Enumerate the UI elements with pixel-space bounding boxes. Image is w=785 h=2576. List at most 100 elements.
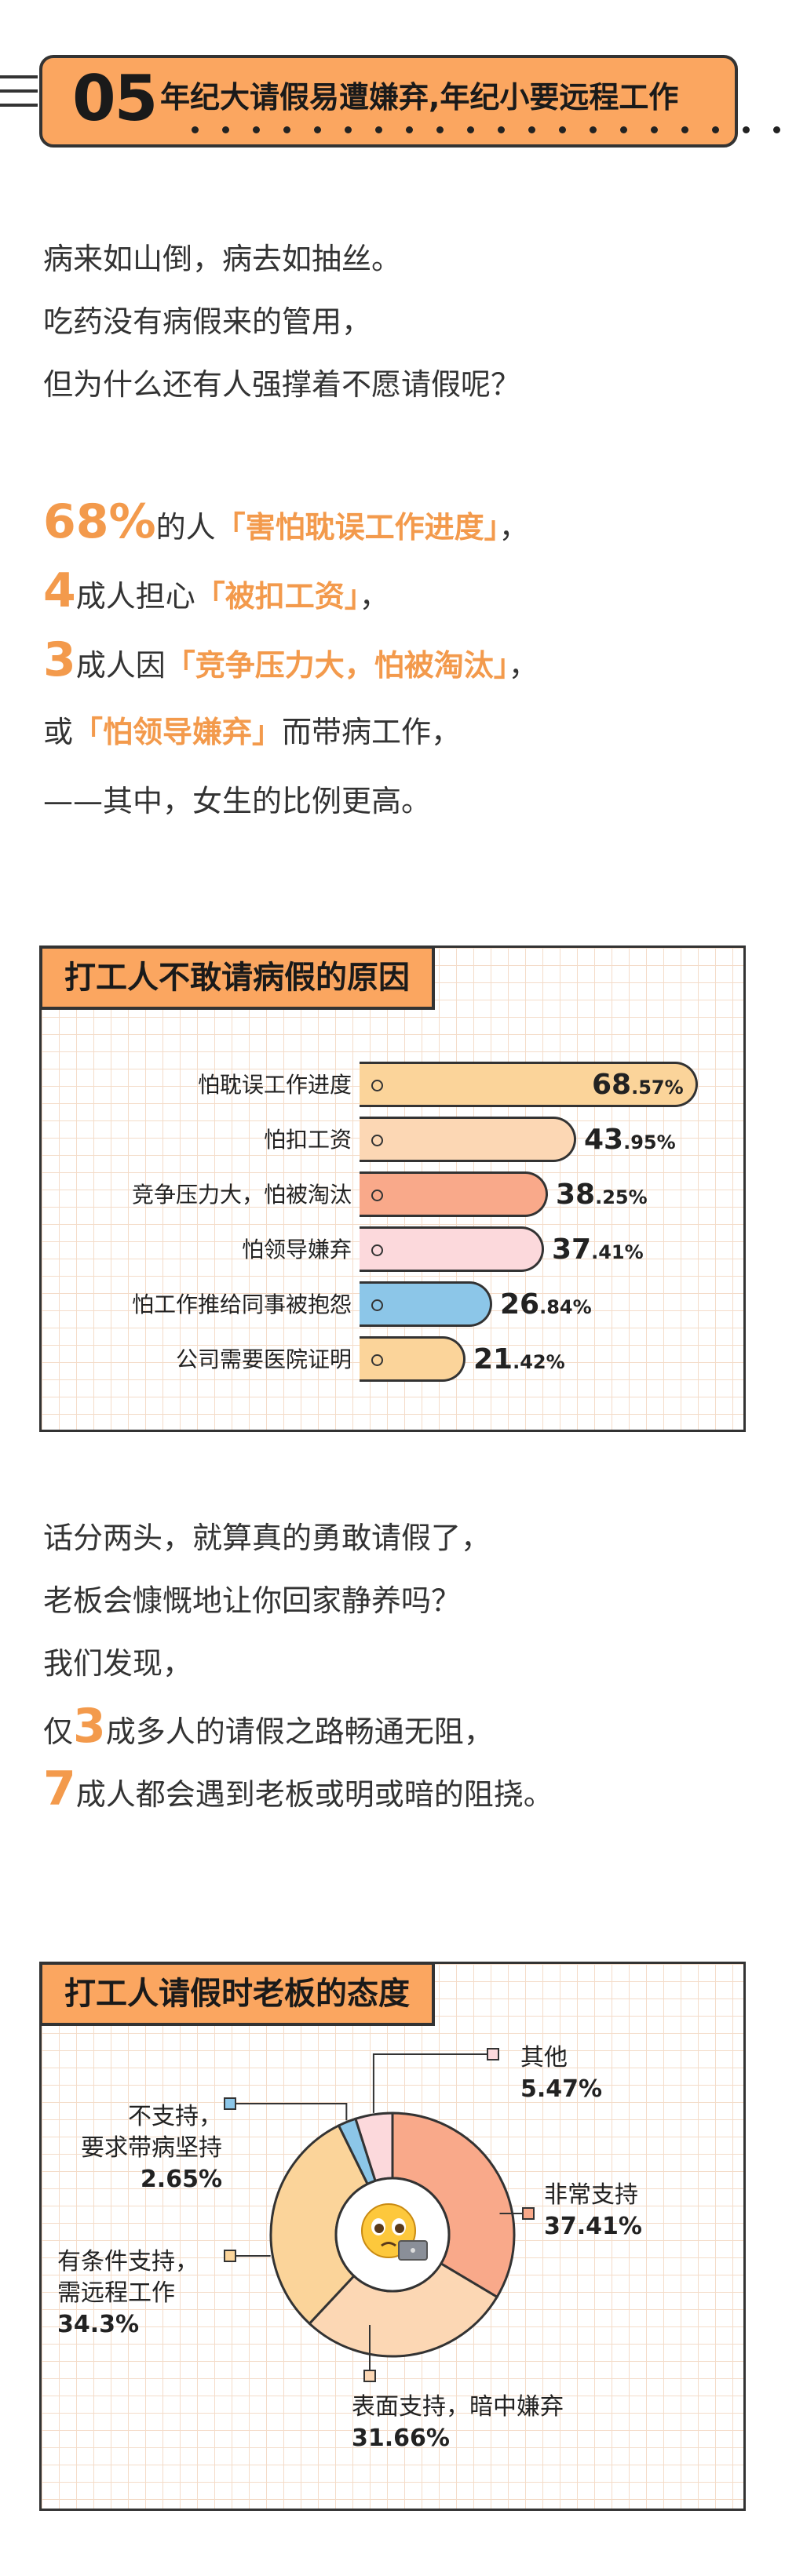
reason-line: 68%的人「害怕耽误工作进度」，: [43, 490, 750, 559]
bar: [360, 1062, 698, 1107]
intro-line: 吃药没有病假来的管用，: [43, 304, 372, 339]
text: ，: [359, 579, 389, 614]
stat-number: 4: [43, 563, 76, 618]
reason-line: 3成人因「竞争压力大，怕被淘汰」，: [43, 629, 750, 698]
slice-label-text: 其他: [520, 2044, 568, 2071]
intro-line: 但为什么还有人强撑着不愿请假呢？: [43, 367, 521, 402]
text: 仅: [43, 1714, 74, 1749]
slice-pct: 34.3%: [57, 2311, 140, 2338]
header-dots: [192, 126, 780, 133]
text: 成人都会遇到老板或明或暗的阻挠。: [75, 1777, 553, 1812]
middle-line: 老板会慷慨地让你回家静养吗？: [43, 1583, 462, 1618]
chart-title: 打工人请假时老板的态度: [39, 1962, 435, 2026]
slice-label-conditional-support: 有条件支持， 需远程工作 34.3%: [57, 2246, 199, 2341]
leader-marker: [224, 2250, 236, 2262]
leader-marker: [224, 2097, 236, 2110]
bar-row-competition: 竞争压力大，怕被淘汰 38.25%: [42, 1168, 748, 1222]
slice-label-other: 其他 5.47%: [520, 2042, 602, 2105]
bar-marker-dot: [371, 1244, 383, 1256]
bar-value-label: 38.25%: [556, 1179, 648, 1211]
slice-pct: 2.65%: [140, 2166, 222, 2193]
section-number: 05: [72, 62, 158, 135]
middle-line: 话分两头，就算真的勇敢请假了，: [43, 1521, 491, 1555]
donut-chart-card: 打工人请假时老板的态度 非常支持 37.41% 表面支持，暗中嫌弃 31.66%…: [39, 1962, 746, 2511]
pleading-face-emoji-icon: [361, 2203, 428, 2261]
bar-marker-dot: [371, 1080, 383, 1091]
stat-number: 3: [43, 632, 76, 687]
stat-number: 3: [73, 1699, 106, 1754]
bar-value-label: 26.84%: [500, 1288, 592, 1321]
header-banner: 05 年纪大请假易遭嫌弃,年纪小要远程工作: [39, 55, 780, 148]
bar-marker-dot: [371, 1190, 383, 1201]
bar-row-coworker-complain: 怕工作推给同事被抱怨 26.84%: [42, 1277, 748, 1332]
text: 或: [43, 715, 74, 749]
chart-title: 打工人不敢请病假的原因: [39, 946, 435, 1010]
bar-category-label: 竞争压力大，怕被淘汰: [131, 1182, 352, 1208]
highlight-text: 「怕领导嫌弃」: [73, 715, 283, 749]
reason-line: 4成人担心「被扣工资」，: [43, 559, 750, 629]
bar-chart-card: 打工人不敢请病假的原因 怕耽误工作进度 68.57% 怕扣工资 43.95% 竞争压力大…: [39, 946, 746, 1432]
leader-marker: [487, 2048, 499, 2060]
reason-line: 或「怕领导嫌弃」而带病工作，: [43, 698, 750, 767]
bar-value-label: 37.41%: [552, 1233, 644, 1266]
reasons-paragraph: 68%的人「害怕耽误工作进度」， 4成人担心「被扣工资」， 3成人因「竞争压力大…: [43, 490, 750, 836]
bar-marker-dot: [371, 1299, 383, 1311]
text: 的人: [155, 510, 216, 545]
slice-pct: 5.47%: [520, 2075, 603, 2103]
text: ，: [508, 648, 539, 683]
slice-label-text: 需远程工作: [57, 2279, 175, 2307]
slice-label-text: 不支持，: [128, 2103, 222, 2130]
slice-pct: 31.66%: [352, 2425, 450, 2452]
highlight-text: 「害怕耽误工作进度」: [215, 510, 499, 545]
section-title: 年纪大请假易遭嫌弃,年纪小要远程工作: [160, 80, 679, 115]
bar-category-label: 怕耽误工作进度: [197, 1072, 352, 1098]
bar-row-deduct-pay: 怕扣工资 43.95%: [42, 1113, 748, 1168]
stat-number: 7: [43, 1762, 76, 1816]
donut-chart: [224, 2048, 535, 2382]
reason-line: ——其中，女生的比例更高。: [43, 784, 432, 818]
slice-pct: 37.41%: [544, 2213, 642, 2240]
header-deco-line: [0, 89, 38, 93]
highlight-text: 「被扣工资」: [195, 579, 360, 614]
bar-marker-dot: [371, 1354, 383, 1366]
bar: [360, 1117, 576, 1162]
leader-marker: [363, 2370, 376, 2382]
slice-label-text: 要求带病坚持: [81, 2134, 222, 2162]
text: 成人担心: [75, 579, 195, 614]
bar-row-boss-dislike: 怕领导嫌弃 37.41%: [42, 1222, 748, 1277]
header-deco-line: [0, 104, 38, 107]
stat-number: 68%: [43, 494, 156, 549]
bar-category-label: 怕领导嫌弃: [241, 1237, 352, 1262]
middle-line: 仅3成多人的请假之路畅通无阻，: [43, 1695, 750, 1758]
bar-row-hospital-proof: 公司需要医院证明 21.42%: [42, 1332, 748, 1387]
middle-line: 我们发现，: [43, 1646, 193, 1681]
leader-line: [372, 2053, 493, 2113]
bar-value-label: 21.42%: [473, 1343, 565, 1375]
bar-row-delay-work: 怕耽误工作进度 68.57%: [42, 1058, 748, 1113]
bar-category-label: 怕扣工资: [263, 1127, 352, 1153]
slice-label-very-supportive: 非常支持 37.41%: [544, 2180, 642, 2243]
bar-value-label: 43.95%: [584, 1124, 676, 1156]
intro-paragraph: 病来如山倒，病去如抽丝。 吃药没有病假来的管用， 但为什么还有人强撑着不愿请假呢…: [43, 228, 750, 416]
leader-line: [230, 2103, 348, 2121]
bar-category-label: 怕工作推给同事被抱怨: [131, 1292, 352, 1317]
bar: [360, 1281, 492, 1327]
text: ，: [498, 510, 529, 545]
bar-category-label: 公司需要医院证明: [175, 1346, 352, 1372]
header-deco-line: [0, 75, 38, 78]
text: 而带病工作，: [282, 715, 462, 749]
text: 成人因: [75, 648, 166, 683]
slice-label-text: 有条件支持，: [57, 2248, 199, 2275]
slice-label-surface-support: 表面支持，暗中嫌弃 31.66%: [352, 2392, 564, 2454]
middle-line: 7成人都会遇到老板或明或暗的阻挠。: [43, 1758, 750, 1820]
bar: [360, 1171, 548, 1217]
middle-paragraph: 话分两头，就算真的勇敢请假了， 老板会慷慨地让你回家静养吗？ 我们发现， 仅3成…: [43, 1507, 750, 1820]
intro-line: 病来如山倒，病去如抽丝。: [43, 242, 402, 276]
bar-value-label: 68.57%: [592, 1069, 684, 1101]
highlight-text: 「竞争压力大，怕被淘汰」: [165, 648, 509, 683]
text: 成多人的请假之路畅通无阻，: [105, 1714, 494, 1749]
slice-label-not-supportive: 不支持， 要求带病坚持 2.65%: [57, 2101, 222, 2195]
slice-label-text: 表面支持，暗中嫌弃: [352, 2393, 564, 2421]
section-header: 05 年纪大请假易遭嫌弃,年纪小要远程工作: [0, 0, 785, 157]
bar-marker-dot: [371, 1135, 383, 1146]
